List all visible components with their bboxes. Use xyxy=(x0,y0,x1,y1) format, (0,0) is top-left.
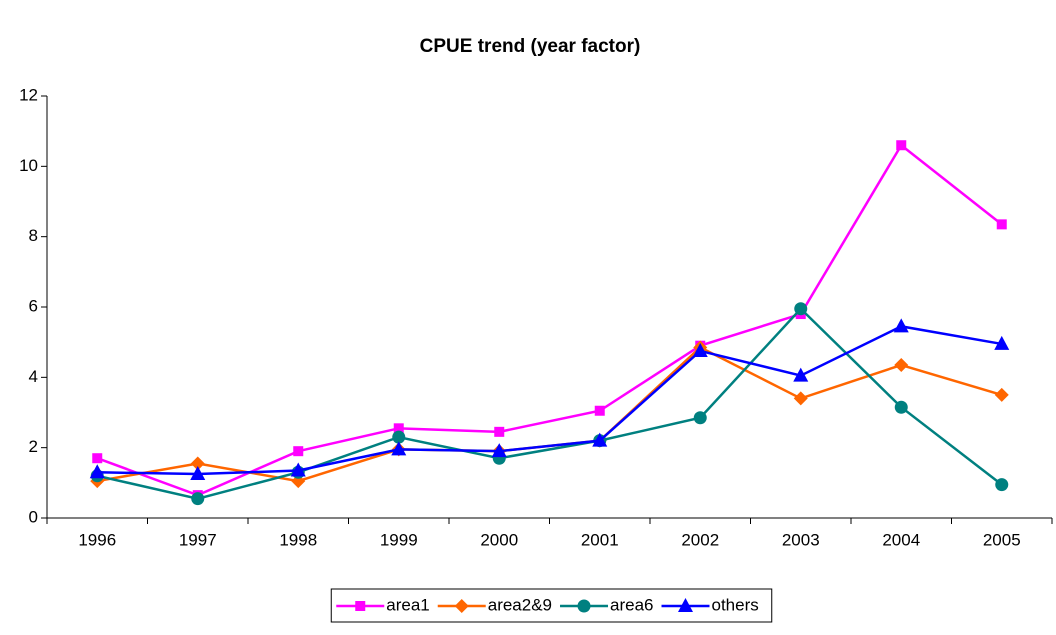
y-tick-label: 4 xyxy=(29,367,38,386)
marker xyxy=(577,599,591,613)
marker xyxy=(491,443,507,458)
marker xyxy=(393,423,404,434)
marker xyxy=(191,492,205,506)
series-line xyxy=(97,325,1002,476)
x-tick-label: 2003 xyxy=(782,530,820,549)
marker xyxy=(894,400,908,414)
marker xyxy=(995,478,1009,492)
marker xyxy=(92,453,103,464)
legend: area1 area2&9 area6 others xyxy=(336,595,759,614)
marker xyxy=(391,441,407,456)
x-tick-label: 2002 xyxy=(681,530,719,549)
marker xyxy=(893,318,909,333)
x-tick-label: 2004 xyxy=(882,530,920,549)
marker xyxy=(454,599,469,613)
marker xyxy=(994,335,1010,350)
marker xyxy=(494,426,505,437)
marker xyxy=(592,432,608,447)
series-line xyxy=(96,306,1003,500)
x-tick-label: 2005 xyxy=(983,530,1021,549)
marker xyxy=(692,342,708,357)
marker xyxy=(290,462,306,477)
marker xyxy=(190,466,206,481)
x-tick-label: 2000 xyxy=(480,530,518,549)
x-tick-label: 1997 xyxy=(179,530,217,549)
legend-label: area2&9 xyxy=(488,595,552,614)
series-line xyxy=(96,143,1003,497)
marker xyxy=(894,358,909,373)
y-tick-label: 2 xyxy=(29,437,38,456)
legend-label: area6 xyxy=(610,595,653,614)
marker xyxy=(793,391,808,406)
marker xyxy=(392,430,406,444)
legend-label: others xyxy=(712,595,759,614)
marker xyxy=(89,464,105,479)
series-line xyxy=(97,345,1003,483)
marker xyxy=(896,140,907,151)
marker xyxy=(594,405,605,416)
chart-title: CPUE trend (year factor) xyxy=(420,36,641,57)
marker xyxy=(293,446,304,457)
marker xyxy=(190,456,205,471)
x-tick-label: 1996 xyxy=(78,530,116,549)
marker xyxy=(794,302,808,316)
marker xyxy=(678,598,693,612)
y-tick-label: 8 xyxy=(29,226,38,245)
y-tick-label: 0 xyxy=(29,507,38,526)
marker xyxy=(693,411,707,425)
y-tick-label: 12 xyxy=(19,85,38,104)
x-tick-label: 1998 xyxy=(279,530,317,549)
marker xyxy=(793,367,809,382)
y-tick-label: 6 xyxy=(29,296,38,315)
x-tick-label: 2001 xyxy=(581,530,619,549)
legend-label: area1 xyxy=(386,595,429,614)
marker xyxy=(355,601,366,611)
marker xyxy=(994,387,1009,402)
marker xyxy=(996,219,1007,230)
y-tick-label: 10 xyxy=(19,156,38,175)
x-tick-label: 1999 xyxy=(380,530,418,549)
